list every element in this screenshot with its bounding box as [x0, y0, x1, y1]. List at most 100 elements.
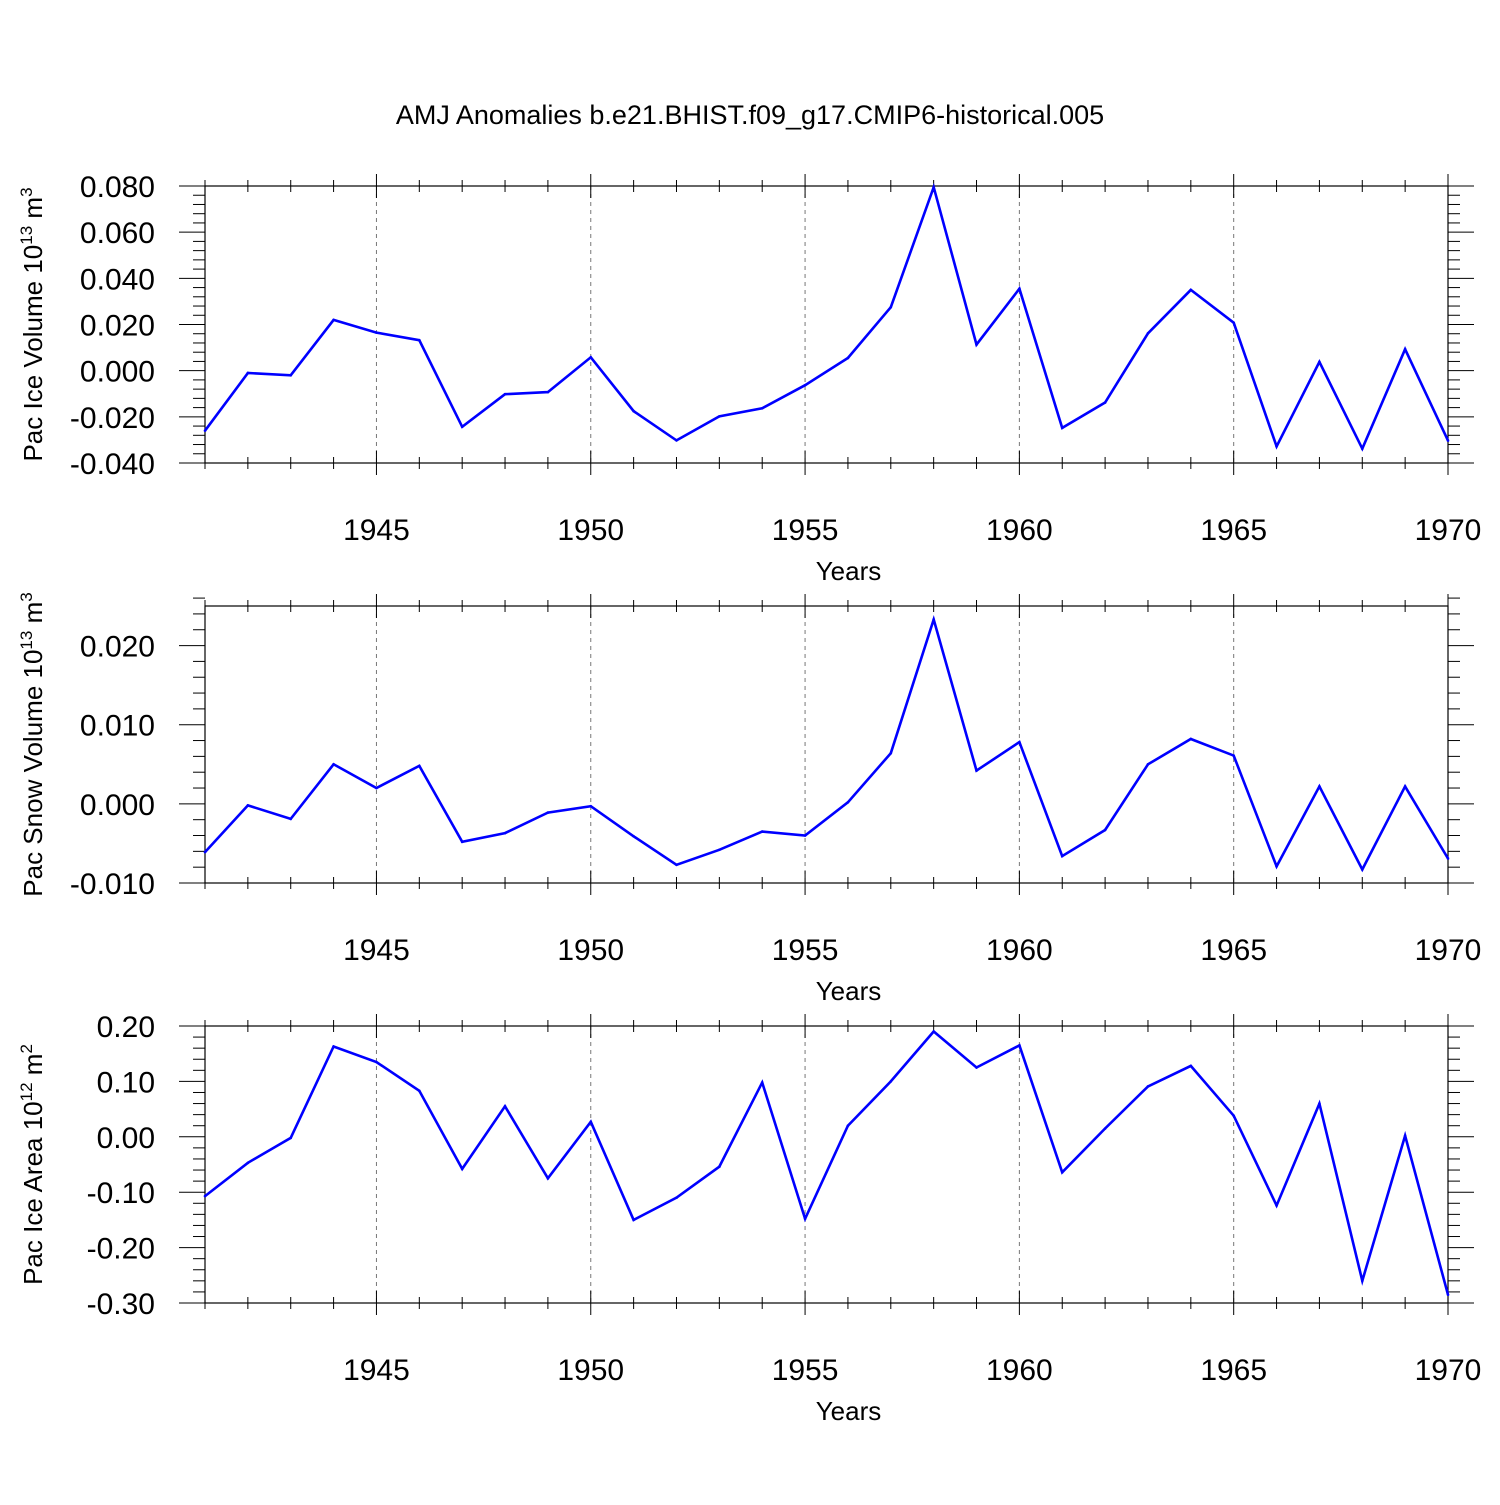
y-axis-title: Pac Snow Volume 1013 m3 [17, 592, 48, 896]
x-tick-label: 1960 [986, 934, 1053, 967]
x-tick-label: 1965 [1200, 514, 1267, 547]
pac-ice-volume-point-1957 [889, 305, 893, 309]
y-tick-label: 0.20 [97, 1011, 155, 1044]
chart-title: AMJ Anomalies b.e21.BHIST.f09_g17.CMIP6-… [396, 100, 1104, 130]
y-axis-title: Pac Ice Area 1012 m2 [17, 1044, 48, 1285]
y-tick-label: 0.040 [80, 263, 155, 296]
pac-ice-area-point-1947 [460, 1167, 464, 1171]
y-tick-label: -0.020 [70, 402, 155, 435]
pac-ice-volume-point-1952 [675, 439, 678, 442]
x-tick-label: 1945 [343, 1354, 410, 1387]
pac-snow-volume-point-1949 [546, 811, 550, 814]
pac-ice-area-point-1970 [1446, 1293, 1450, 1296]
y-tick-label: -0.10 [87, 1177, 155, 1210]
y-tick-label: 0.060 [80, 217, 155, 250]
y-tick-label: -0.010 [70, 868, 155, 901]
pac-ice-area-point-1941 [203, 1194, 207, 1198]
pac-snow-volume-panel: -0.010 0.000 0.010 0.020 1945 1950 1955 1960 196… [17, 592, 1481, 1006]
pac-ice-volume-point-1947 [460, 425, 464, 429]
x-tick-label: 1955 [772, 514, 839, 547]
pac-snow-volume-series-line [204, 615, 1450, 873]
pac-snow-volume-point-1945 [375, 786, 378, 790]
pac-ice-volume-panel: -0.040 -0.020 0.000 0.020 0.040 0.060 0.080 194… [17, 171, 1481, 586]
pac-ice-area-point-1952 [675, 1196, 678, 1200]
pac-ice-area-point-1965 [1232, 1114, 1235, 1118]
y-axis-title-unit: m [18, 1054, 48, 1083]
pac-ice-area-point-1949 [546, 1177, 550, 1180]
plot-frame [204, 185, 1449, 464]
x-tick-label: 1950 [557, 934, 624, 967]
pac-ice-area-point-1963 [1146, 1085, 1150, 1088]
pac-snow-volume-point-1955 [803, 834, 807, 837]
pac-snow-volume-point-1954 [760, 830, 764, 833]
y-tick-label: 0.080 [80, 171, 155, 204]
pac-ice-volume-point-1968 [1360, 447, 1364, 450]
x-tick-label: 1970 [1415, 1354, 1482, 1387]
y-axis-title: Pac Ice Volume 1013 m3 [17, 187, 48, 461]
pac-snow-volume-point-1960 [1018, 740, 1021, 744]
pac-snow-volume-point-1962 [1103, 828, 1107, 832]
pac-snow-volume-point-1966 [1275, 865, 1278, 868]
pac-ice-area-point-1948 [503, 1105, 507, 1108]
pac-snow-volume-point-1947 [460, 840, 464, 844]
pac-ice-area-point-1951 [632, 1218, 635, 1222]
pac-ice-area-point-1961 [1060, 1170, 1064, 1174]
pac-snow-volume-point-1965 [1232, 754, 1235, 757]
pac-ice-area-point-1955 [803, 1217, 807, 1221]
pac-ice-area-point-1954 [760, 1081, 764, 1084]
pac-snow-volume-point-1946 [418, 764, 421, 768]
pac-ice-area-point-1942 [246, 1161, 250, 1165]
pac-ice-volume-point-1961 [1060, 426, 1064, 430]
pac-ice-area-panel: -0.30 -0.20 -0.10 0.00 0.10 0.20 1945 1950 1955 1… [17, 1011, 1481, 1426]
pac-ice-area-point-1958 [932, 1030, 935, 1033]
pac-ice-volume-point-1962 [1103, 401, 1107, 404]
pac-ice-volume-point-1963 [1146, 331, 1150, 335]
pac-snow-volume-point-1970 [1446, 857, 1450, 860]
pac-ice-volume-point-1966 [1275, 445, 1278, 448]
x-axis-title: Years [816, 976, 882, 1006]
y-axis-title-text: Pac Ice Area 10 [18, 1101, 48, 1285]
pac-ice-volume-point-1959 [975, 343, 978, 346]
pac-snow-volume-point-1948 [503, 831, 507, 835]
x-axis-title: Years [816, 1396, 882, 1426]
y-axis-title-unit-exponent: 2 [17, 1044, 36, 1053]
x-tick-label: 1970 [1415, 934, 1482, 967]
y-tick-label: -0.30 [87, 1288, 155, 1321]
pac-ice-volume-point-1941 [203, 429, 207, 432]
y-axis-title-unit: m [18, 602, 48, 631]
pac-snow-volume-point-1953 [718, 848, 721, 852]
pac-ice-area-point-1956 [846, 1124, 850, 1128]
pac-ice-volume-point-1948 [503, 392, 507, 396]
y-axis-title-text: Pac Ice Volume 10 [18, 245, 48, 462]
y-axis-title-unit-exponent: 3 [17, 187, 36, 196]
x-tick-label: 1950 [557, 1354, 624, 1387]
pac-ice-volume-point-1951 [632, 409, 635, 413]
x-tick-label: 1965 [1200, 1354, 1267, 1387]
y-axis-title-exponent: 13 [17, 631, 36, 650]
x-axis-title: Years [816, 556, 882, 586]
pac-snow-volume-point-1942 [246, 804, 250, 807]
pac-snow-volume-point-1963 [1146, 762, 1150, 766]
y-axis-title-exponent: 13 [17, 226, 36, 245]
pac-ice-area-point-1962 [1103, 1127, 1107, 1130]
y-tick-label: 0.020 [80, 310, 155, 343]
y-axis-title-exponent: 12 [17, 1082, 36, 1101]
y-tick-label: 0.010 [80, 710, 155, 743]
pac-ice-area-point-1960 [1018, 1044, 1021, 1047]
pac-ice-area-point-1968 [1360, 1279, 1364, 1283]
pac-ice-area-point-1944 [332, 1045, 335, 1048]
plot-frame [204, 1025, 1449, 1304]
pac-ice-volume-point-1950 [589, 355, 593, 359]
y-tick-label: 0.000 [80, 789, 155, 822]
pac-ice-volume-point-1958 [932, 185, 935, 189]
y-tick-label: -0.20 [87, 1233, 155, 1266]
y-tick-label: -0.040 [70, 448, 155, 481]
pac-snow-volume-point-1964 [1189, 737, 1193, 741]
pac-snow-volume-point-1944 [332, 762, 335, 766]
x-tick-label: 1950 [557, 514, 624, 547]
pac-snow-volume-point-1961 [1060, 854, 1064, 858]
pac-ice-volume-point-1960 [1018, 287, 1021, 291]
pac-ice-volume-point-1970 [1446, 439, 1450, 442]
